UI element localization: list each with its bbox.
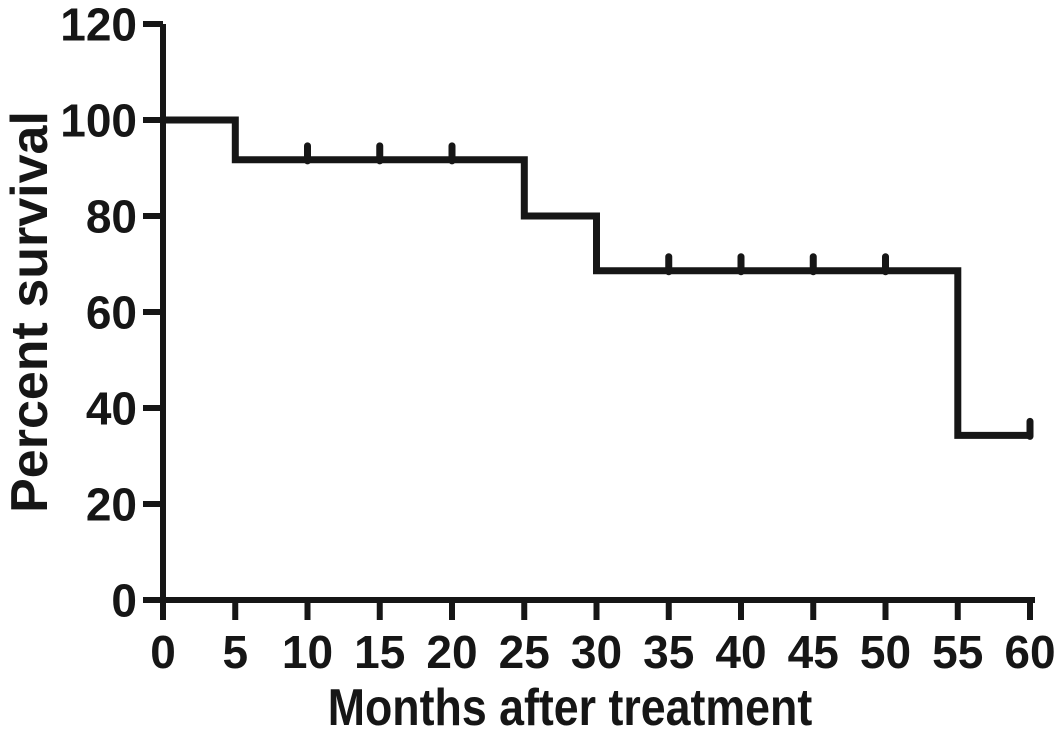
y-tick-label: 40 [86, 383, 137, 435]
x-tick-label: 60 [1004, 626, 1055, 678]
y-tick-label: 120 [60, 0, 137, 51]
x-tick-label: 20 [426, 626, 477, 678]
x-tick-label: 25 [499, 626, 550, 678]
x-tick-label: 55 [932, 626, 983, 678]
x-tick-label: 50 [860, 626, 911, 678]
x-tick-label: 40 [715, 626, 766, 678]
y-tick-label: 80 [86, 191, 137, 243]
y-tick-label: 100 [60, 95, 137, 147]
y-tick-label: 20 [86, 479, 137, 531]
x-axis-title: Months after treatment [327, 679, 813, 737]
y-tick-label: 60 [86, 287, 137, 339]
y-axis-title: Percent survival [1, 111, 59, 513]
y-tick-label: 0 [111, 575, 137, 627]
x-tick-label: 30 [571, 626, 622, 678]
x-tick-label: 5 [222, 626, 248, 678]
x-tick-label: 35 [643, 626, 694, 678]
x-tick-label: 0 [150, 626, 176, 678]
survival-curve [163, 116, 1030, 439]
x-tick-label: 15 [354, 626, 405, 678]
x-tick-label: 10 [282, 626, 333, 678]
x-tick-label: 45 [788, 626, 839, 678]
